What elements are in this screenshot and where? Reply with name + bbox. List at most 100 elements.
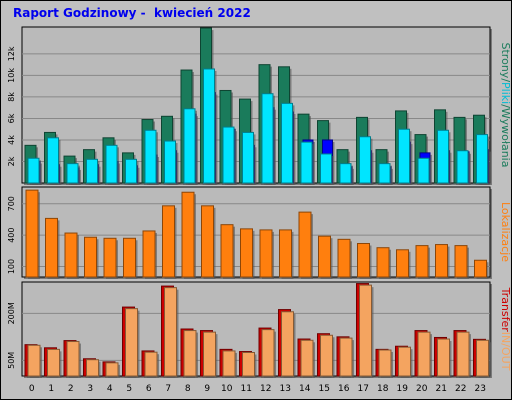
top-panel-legend-part: Pliki	[499, 82, 512, 104]
top-panel-legend-part: Wywołania	[499, 108, 512, 168]
x-tick-label: 10	[221, 384, 233, 394]
pliki-bar	[164, 140, 176, 184]
top-panel-y-tick-label: 4k	[7, 135, 16, 145]
lokalizacje-bar	[357, 243, 370, 278]
x-tick-label: 15	[319, 384, 330, 394]
pliki-bar	[144, 129, 157, 184]
pliki-bar	[476, 134, 488, 184]
x-tick-label: 2	[68, 384, 74, 394]
middle-panel-plot-area	[21, 186, 491, 278]
middle-panel-y-tick-label: 100	[7, 259, 16, 274]
transfer-out-bar	[456, 331, 470, 377]
middle-panel-y-tick-label: 700	[7, 196, 16, 211]
lokalizacje-bar	[279, 229, 292, 278]
pliki-bar	[203, 68, 215, 184]
top-panel-legend-part: /	[499, 78, 512, 82]
transfer-out-bar	[476, 339, 489, 377]
x-tick-label: 1	[48, 384, 54, 394]
transfer-out-bar	[183, 330, 197, 377]
top-panel-legend-part: Strony	[499, 43, 512, 79]
x-tick-label: 4	[107, 384, 113, 394]
top-panel-legend: Strony/Pliki/Wywołania	[499, 43, 512, 168]
x-tick-label: 5	[126, 384, 132, 394]
transfer-out-bar	[105, 362, 119, 377]
x-tick-label: 17	[358, 384, 369, 394]
lokalizacje-bar	[396, 249, 409, 278]
lokalizacje-bar	[84, 236, 97, 278]
transfer-out-bar	[203, 331, 216, 377]
pliki-bar	[300, 141, 313, 184]
transfer-out-bar	[86, 359, 99, 377]
transfer-out-bar	[359, 284, 372, 377]
x-tick-label: 16	[338, 384, 350, 394]
pliki-bar	[359, 136, 371, 184]
pliki-bar	[242, 131, 254, 184]
x-tick-label: 9	[204, 384, 210, 394]
middle-panel-legend-part: Lokalizacje	[499, 202, 512, 262]
pliki-bar	[105, 144, 118, 184]
pliki-bar	[339, 163, 352, 184]
lokalizacje-bar	[298, 211, 312, 278]
bottom-panel-legend-part: IN	[499, 332, 512, 343]
x-tick-label: 0	[29, 384, 35, 394]
x-tick-label: 6	[146, 384, 152, 394]
lokalizacje-bar	[45, 217, 58, 278]
pliki-bar	[456, 150, 469, 184]
x-tick-label: 8	[185, 384, 191, 394]
lokalizacje-bar	[259, 229, 273, 278]
x-tick-label: 23	[475, 384, 486, 394]
lokalizacje-bar	[25, 189, 39, 278]
pliki-bar	[125, 158, 137, 184]
lokalizacje-bar	[142, 230, 156, 278]
transfer-out-bar	[417, 331, 431, 377]
transfer-out-bar	[27, 344, 41, 377]
lokalizacje-bar	[103, 237, 117, 278]
x-tick-label: 18	[377, 384, 389, 394]
bottom-panel-y-tick-label: 50M	[7, 352, 16, 369]
pliki-bar	[437, 129, 449, 184]
middle-panel-legend: Lokalizacje	[499, 202, 512, 262]
pliki-bar	[281, 102, 293, 184]
middle-panel-y-tick-label: 400	[7, 227, 16, 242]
top-panel-y-tick-label: 2k	[7, 156, 16, 166]
bottom-panel-legend: TransferIN/OUT	[499, 287, 512, 371]
pliki-bar	[86, 158, 98, 184]
lokalizacje-bar	[64, 232, 78, 278]
transfer-out-bar	[47, 348, 60, 377]
bottom-panel-legend-part: /OUT	[499, 343, 512, 370]
x-tick-label: 19	[397, 384, 409, 394]
lokalizacje-bar	[474, 259, 487, 278]
x-tick-label: 20	[416, 384, 428, 394]
lokalizacje-bar	[376, 247, 390, 278]
pliki-bar	[27, 157, 40, 184]
pliki-bar	[183, 108, 196, 184]
lokalizacje-bar	[240, 228, 253, 278]
transfer-out-bar	[261, 329, 275, 377]
x-tick-label: 7	[165, 384, 171, 394]
x-tick-label: 11	[241, 384, 252, 394]
lokalizacje-bar	[181, 191, 195, 278]
report-title: Raport Godzinowy - kwiecień 2022	[13, 6, 251, 20]
lokalizacje-bar	[123, 237, 136, 278]
lokalizacje-bar	[454, 245, 468, 278]
transfer-out-bar	[300, 339, 314, 377]
top-panel-y-tick-label: 6k	[7, 113, 16, 123]
pliki-bar	[417, 157, 430, 184]
lokalizacje-bar	[318, 235, 331, 278]
pliki-bar	[378, 163, 391, 184]
lokalizacje-bar	[337, 238, 351, 278]
transfer-out-bar	[339, 337, 353, 377]
x-tick-label: 21	[436, 384, 447, 394]
bottom-panel-legend-part: Transfer	[499, 287, 512, 333]
x-tick-label: 3	[87, 384, 93, 394]
lokalizacje-bar	[220, 224, 234, 278]
top-panel-y-tick-label: 12k	[7, 46, 16, 61]
transfer-out-bar	[164, 287, 177, 377]
x-tick-label: 14	[299, 384, 311, 394]
x-tick-label: 12	[260, 384, 271, 394]
pliki-bar	[47, 137, 59, 184]
x-tick-label: 22	[455, 384, 466, 394]
pliki-bar	[222, 126, 235, 184]
pliki-bar	[398, 128, 410, 184]
